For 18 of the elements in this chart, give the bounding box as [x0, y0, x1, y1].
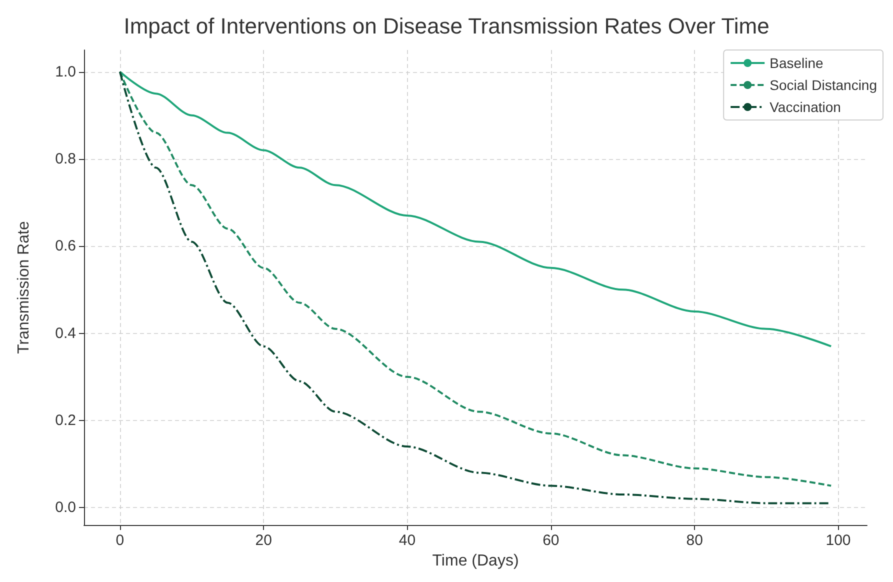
y-tick-label: 0.0 [55, 499, 76, 516]
legend-label: Baseline [770, 55, 824, 71]
y-tick-label: 0.8 [55, 150, 76, 168]
x-tick-label: 80 [686, 532, 703, 549]
y-tick-label: 0.2 [55, 412, 76, 429]
x-tick-label: 20 [255, 532, 272, 549]
y-tick-label: 0.6 [55, 238, 76, 255]
x-tick-label: 60 [542, 532, 560, 549]
x-axis-title: Time (Days) [432, 552, 519, 570]
chart-title: Impact of Interventions on Disease Transmission Rates Over Time [124, 14, 770, 38]
legend-label: Vaccination [770, 99, 841, 115]
x-tick-label: 0 [116, 532, 124, 549]
y-axis-title: Transmission Rate [16, 221, 32, 354]
y-tick-label: 0.4 [55, 324, 76, 342]
x-tick-label: 100 [826, 532, 851, 549]
x-tick-label: 40 [398, 532, 416, 549]
legend-label: Social Distancing [770, 77, 878, 93]
y-tick-label: 1.0 [55, 63, 76, 80]
